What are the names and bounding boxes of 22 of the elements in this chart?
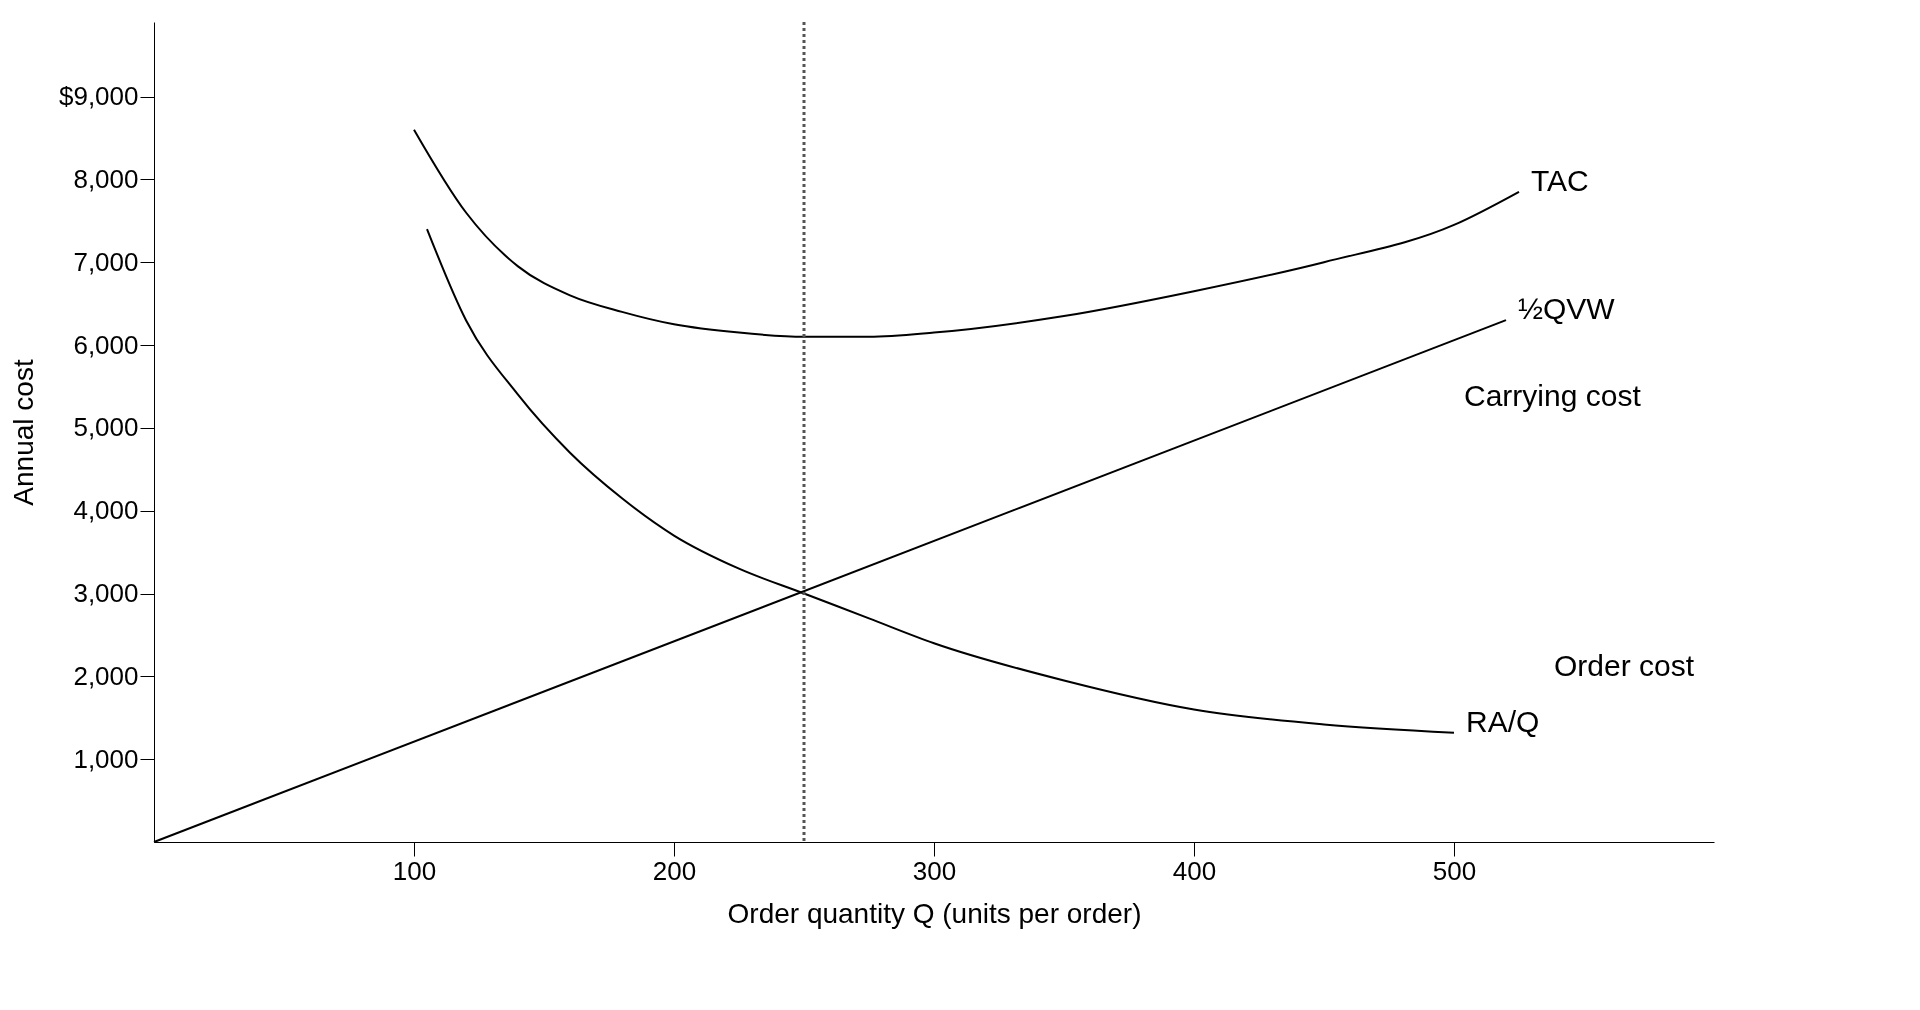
y-tick-label: 4,000 xyxy=(73,495,139,526)
x-tick-label: 400 xyxy=(1172,855,1217,886)
y-tick-label: 7,000 xyxy=(73,246,139,277)
annotation: Carrying cost xyxy=(1464,379,1642,412)
y-tick-label: 3,000 xyxy=(73,578,139,609)
y-tick-label: $9,000 xyxy=(58,81,139,112)
y-tick-label: 5,000 xyxy=(73,412,139,443)
y-tick-label: 6,000 xyxy=(73,329,139,360)
y-tick-label: 8,000 xyxy=(73,163,139,194)
series-label: ½QVW xyxy=(1518,292,1616,326)
y-axis-title: Annual cost xyxy=(7,359,39,506)
x-tick-label: 200 xyxy=(652,855,697,886)
series-label: RA/Q xyxy=(1466,704,1540,738)
x-tick-label: 100 xyxy=(392,855,437,886)
y-tick-label: 1,000 xyxy=(73,743,139,774)
x-axis-title: Order quantity Q (units per order) xyxy=(727,897,1142,929)
x-tick-label: 300 xyxy=(912,855,957,886)
annotation: Order cost xyxy=(1554,649,1695,682)
series-label: TAC xyxy=(1531,163,1589,197)
y-tick-label: 2,000 xyxy=(73,660,139,691)
line-series xyxy=(413,128,1520,338)
x-tick-label: 500 xyxy=(1432,855,1477,886)
